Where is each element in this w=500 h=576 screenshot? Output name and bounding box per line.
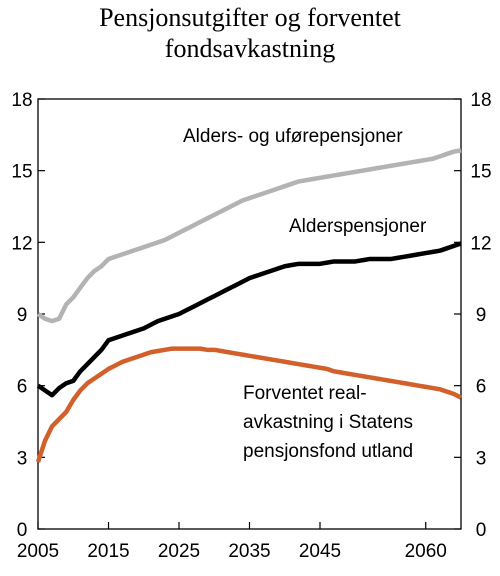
x-tick-label: 2035 xyxy=(228,541,270,562)
y-tick-label-right: 6 xyxy=(476,377,487,398)
annotation-alderspensjoner: Alderspensjoner xyxy=(289,216,427,237)
x-tick-label: 2015 xyxy=(87,541,129,562)
y-tick-label-right: 3 xyxy=(476,448,487,469)
chart-title-line-2: fondsavkastning xyxy=(165,34,335,63)
y-tick-label-right: 18 xyxy=(470,90,491,111)
y-tick-label-right: 9 xyxy=(476,305,487,326)
y-tick-label-left: 3 xyxy=(17,448,28,469)
series-line-alderspensjoner xyxy=(36,241,462,398)
x-tick-label: 2025 xyxy=(158,541,200,562)
x-tick-label: 2045 xyxy=(299,541,341,562)
annotation-fund-return-line-1: Forventet real- xyxy=(243,383,367,404)
y-tick-label-left: 18 xyxy=(11,90,32,111)
y-tick-label-left: 15 xyxy=(11,162,32,183)
series-lines xyxy=(35,148,463,463)
annotation-alders-og-ufore: Alders- og uførepensjoner xyxy=(183,126,403,147)
y-tick-label-right: 0 xyxy=(476,520,487,541)
x-tick-label: 2005 xyxy=(17,541,59,562)
y-tick-label-left: 0 xyxy=(17,520,28,541)
annotation-fund-return-line-3: pensjonsfond utland xyxy=(243,441,413,462)
y-tick-label-right: 15 xyxy=(470,162,491,183)
annotation-fund-return-line-2: avkastning i Statens xyxy=(243,412,413,433)
x-tick-label: 2060 xyxy=(405,541,447,562)
series-line-fund-return xyxy=(35,346,463,463)
y-tick-label-left: 12 xyxy=(11,233,32,254)
y-tick-label-right: 12 xyxy=(470,233,491,254)
y-tick-label-left: 6 xyxy=(17,377,28,398)
axis-ticks: 0 0 3 3 6 6 9 9 12 12 15 15 18 18 2005 2015 2025 2035 2045… xyxy=(11,90,491,562)
y-tick-label-left: 9 xyxy=(17,305,28,326)
chart-title-line-1: Pensjonsutgifter og forventet xyxy=(99,3,402,32)
series-line-alders-og-ufore xyxy=(36,148,462,324)
